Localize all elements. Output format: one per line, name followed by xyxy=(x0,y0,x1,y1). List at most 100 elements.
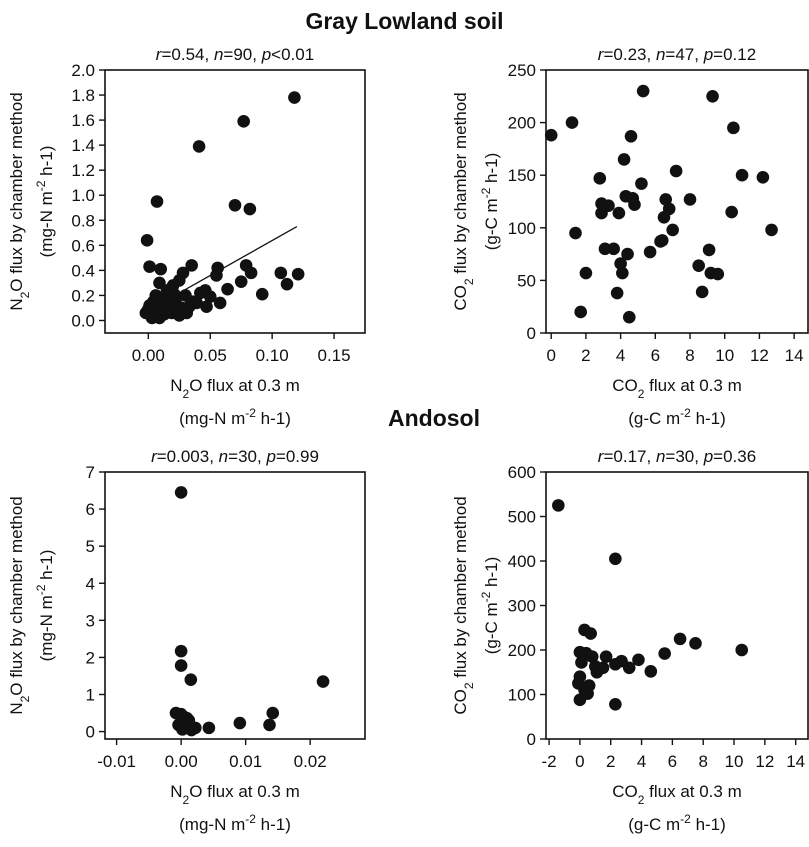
y-tick-label: 4 xyxy=(86,574,95,593)
y-tick-label: 300 xyxy=(508,597,536,616)
x-tick-label: 0.00 xyxy=(165,752,198,771)
data-point xyxy=(569,226,582,240)
data-point xyxy=(255,287,269,301)
data-point xyxy=(213,296,227,310)
x-tick-label: 12 xyxy=(750,346,769,365)
data-point xyxy=(596,661,610,675)
y-tick-label: 0.2 xyxy=(71,286,95,305)
x-tick-label: 0.02 xyxy=(294,752,327,771)
y-tick-label: 200 xyxy=(508,641,536,660)
data-point xyxy=(636,84,650,98)
data-point xyxy=(727,121,740,135)
section-title-gray-lowland: Gray Lowland soil xyxy=(305,8,504,34)
data-point xyxy=(174,486,188,499)
chart-co2_andosol: 0 100 200 300 400 500 600 -2 0 2 4 6 8 10 12 14 r=0.17, … xyxy=(451,447,809,834)
y-tick-label: 200 xyxy=(508,114,536,133)
y-tick-label: 0.4 xyxy=(71,261,95,280)
x-tick-label: 8 xyxy=(685,346,694,365)
y-tick-label: 1.0 xyxy=(71,186,95,205)
y-tick-label: 150 xyxy=(508,166,536,185)
y-tick-label: 5 xyxy=(86,537,95,556)
y-tick-label: 3 xyxy=(86,611,95,630)
x-tick-label: 0.00 xyxy=(132,346,165,365)
data-point xyxy=(243,202,257,216)
x-axis-label: CO2 flux at 0.3 m xyxy=(612,782,742,807)
data-point xyxy=(544,128,558,142)
data-point xyxy=(702,243,716,257)
y-axis-label: CO2 flux by chamber method xyxy=(451,496,476,714)
y-axis-unit: (g-C m-2 h-1) xyxy=(479,557,501,655)
y-tick-label: 0 xyxy=(527,324,536,343)
y-axis-unit: (mg-N m-2 h-1) xyxy=(34,146,56,258)
data-point xyxy=(614,257,627,270)
y-tick-label: 2.0 xyxy=(71,61,95,80)
data-point xyxy=(628,198,641,211)
x-tick-label: 4 xyxy=(616,346,625,365)
data-point xyxy=(725,205,738,219)
y-axis-unit: (g-C m-2 h-1) xyxy=(479,153,501,251)
y-tick-label: 400 xyxy=(508,552,536,571)
y-axis-label: CO2 flux by chamber method xyxy=(451,92,476,310)
data-point xyxy=(585,650,599,663)
data-point xyxy=(609,552,622,566)
x-axis-unit: (mg-N m-2 h-1) xyxy=(179,406,291,428)
data-point xyxy=(234,275,248,288)
data-point xyxy=(643,245,657,259)
x-tick-label: 0 xyxy=(575,752,584,771)
chart-stats-title: r=0.54, n=90, p<0.01 xyxy=(156,45,314,64)
data-point xyxy=(610,286,624,300)
data-point xyxy=(735,168,749,182)
y-tick-label: 500 xyxy=(508,508,536,527)
data-point xyxy=(617,153,631,166)
y-tick-label: 50 xyxy=(517,271,536,290)
data-point xyxy=(149,310,163,324)
x-tick-label: 0.01 xyxy=(229,752,262,771)
data-point xyxy=(203,290,217,303)
data-point xyxy=(575,656,588,669)
data-point xyxy=(552,499,565,512)
data-point xyxy=(621,247,634,261)
data-point xyxy=(666,223,679,237)
x-tick-label: 2 xyxy=(581,346,590,365)
data-point xyxy=(711,267,725,281)
x-tick-label: 6 xyxy=(651,346,660,365)
data-point xyxy=(172,274,186,287)
data-point xyxy=(185,259,198,272)
data-point xyxy=(202,721,216,735)
x-tick-label: 2 xyxy=(606,752,615,771)
data-point xyxy=(200,300,213,314)
x-tick-label: 6 xyxy=(668,752,677,771)
plot-frame xyxy=(545,69,809,334)
data-point xyxy=(689,637,702,650)
data-point xyxy=(616,266,629,280)
data-point xyxy=(280,277,294,291)
data-point xyxy=(609,697,622,711)
data-point xyxy=(316,675,330,688)
y-tick-label: 1.2 xyxy=(71,161,95,180)
y-tick-label: 600 xyxy=(508,463,536,482)
data-point xyxy=(584,627,597,640)
data-point xyxy=(210,269,223,282)
y-tick-label: 2 xyxy=(86,648,95,667)
data-point xyxy=(622,661,636,675)
data-point xyxy=(593,172,607,185)
x-tick-label: 12 xyxy=(755,752,774,771)
data-point xyxy=(673,632,687,646)
data-point xyxy=(635,177,648,190)
data-point xyxy=(599,650,613,663)
data-point xyxy=(765,223,778,237)
data-point xyxy=(174,659,188,672)
y-axis-label: N2O flux by chamber method xyxy=(7,92,32,310)
x-axis-label: CO2 flux at 0.3 m xyxy=(612,376,742,401)
x-tick-label: -2 xyxy=(542,752,557,771)
y-tick-label: 1 xyxy=(86,686,95,705)
data-point xyxy=(624,129,638,143)
data-point xyxy=(291,267,305,281)
data-point xyxy=(176,723,189,736)
y-tick-label: 1.4 xyxy=(71,136,95,155)
y-tick-label: 100 xyxy=(508,686,536,705)
data-point xyxy=(632,653,645,667)
y-tick-label: 100 xyxy=(508,219,536,238)
data-point xyxy=(735,643,749,657)
